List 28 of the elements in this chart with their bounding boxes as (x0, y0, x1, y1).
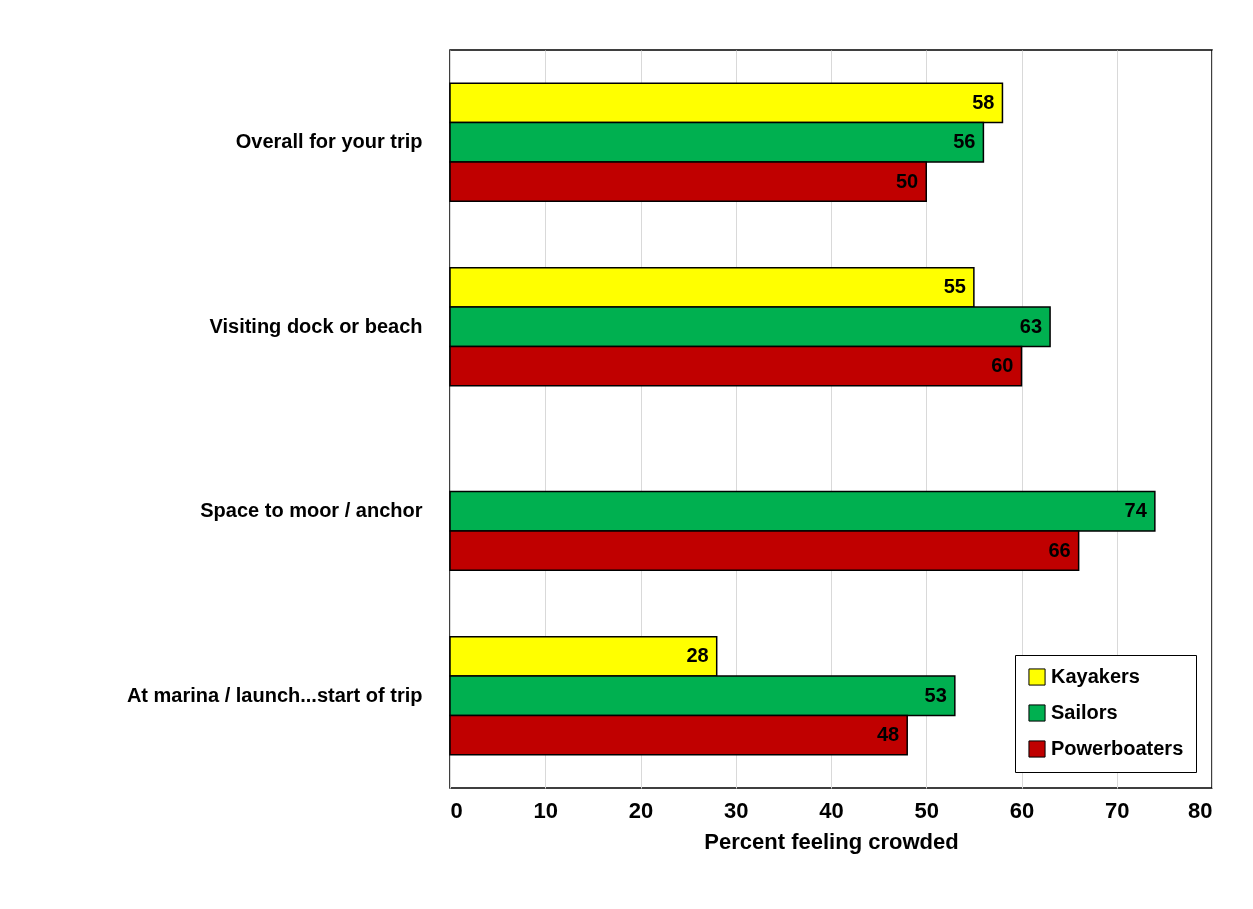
y-tick-label: Space to moor / anchor (200, 499, 423, 522)
data-label: 74 (1124, 499, 1148, 522)
data-label: 48 (876, 723, 900, 746)
y-tick-label: At marina / launch...start of trip (126, 683, 423, 706)
x-tick-label: 70 (1105, 797, 1130, 823)
x-axis-title: Percent feeling crowded (704, 828, 959, 854)
x-tick-label: 50 (914, 797, 939, 823)
x-tick-label: 80 (1188, 797, 1213, 823)
data-label: 66 (1048, 538, 1071, 561)
data-label: 63 (1019, 314, 1043, 337)
data-label: 56 (953, 130, 976, 153)
legend-label: Kayakers (1051, 665, 1140, 687)
legend-label: Powerboaters (1051, 737, 1184, 759)
x-tick-label: 40 (819, 797, 844, 823)
y-tick-label: Overall for your trip (235, 130, 423, 153)
x-tick-label: 30 (724, 797, 749, 823)
data-label: 60 (991, 354, 1014, 377)
y-tick-label: Visiting dock or beach (209, 314, 423, 337)
x-tick-label: 60 (1009, 797, 1035, 823)
data-label: 53 (924, 683, 947, 706)
data-label: 55 (943, 275, 966, 298)
x-tick-label: 0 (450, 797, 463, 823)
x-tick-label: 20 (628, 797, 654, 823)
x-tick-label: 10 (533, 797, 558, 823)
data-label: 50 (896, 169, 919, 192)
data-label: 28 (686, 644, 709, 667)
legend-label: Sailors (1051, 701, 1118, 723)
data-label: 58 (972, 90, 995, 113)
